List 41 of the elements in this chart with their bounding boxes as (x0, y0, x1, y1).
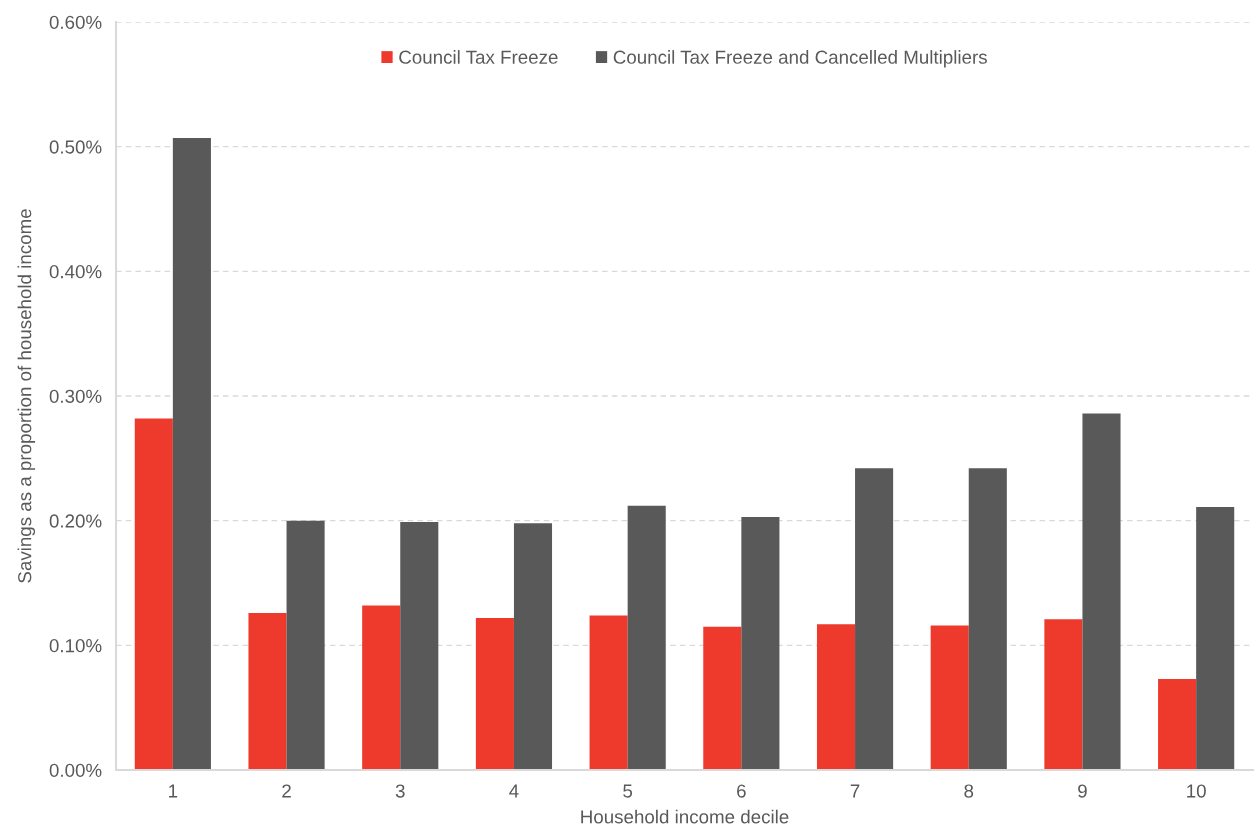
bar (362, 605, 401, 770)
bar (930, 625, 969, 770)
y-axis-title: Savings as a proportion of household income (17, 209, 36, 583)
bar (855, 468, 894, 770)
legend-label: Council Tax Freeze and Cancelled Multipliers (613, 50, 987, 68)
x-tick-label: 7 (850, 784, 860, 798)
y-tick-label: 0.60% (49, 15, 102, 29)
x-tick-label: 9 (1078, 784, 1087, 798)
y-tick-label: 0.40% (49, 265, 102, 279)
y-tick-label: 0.10% (49, 639, 102, 653)
y-tick-label: 0.50% (49, 140, 102, 154)
x-tick-label: 8 (964, 784, 974, 798)
x-tick-label: 2 (282, 784, 291, 798)
bar (513, 523, 553, 770)
bar (1158, 678, 1197, 770)
bar (1082, 413, 1121, 770)
y-tick-label: 0.20% (49, 514, 102, 528)
bar (589, 615, 628, 770)
bar (1044, 619, 1083, 770)
legend-label: Council Tax Freeze (399, 50, 558, 64)
bar (172, 137, 211, 770)
x-tick-label: 1 (169, 784, 178, 798)
y-tick-label: 0.00% (49, 763, 102, 777)
bar (968, 468, 1007, 770)
bar (627, 505, 666, 770)
x-tick-label: 3 (395, 784, 405, 798)
bar (816, 624, 856, 770)
x-tick-label: 6 (737, 784, 746, 798)
bar (248, 612, 287, 770)
bar (286, 520, 325, 770)
x-tick-label: 4 (509, 784, 519, 798)
bar (703, 626, 742, 770)
x-tick-label: 10 (1187, 784, 1206, 798)
bar (400, 521, 439, 770)
bar (475, 617, 514, 770)
bar (1196, 506, 1235, 770)
y-tick-label: 0.30% (49, 389, 102, 403)
bar (134, 418, 173, 770)
x-tick-label: 5 (623, 784, 633, 798)
bar (741, 516, 780, 770)
x-axis-title: Household income decile (581, 809, 789, 824)
